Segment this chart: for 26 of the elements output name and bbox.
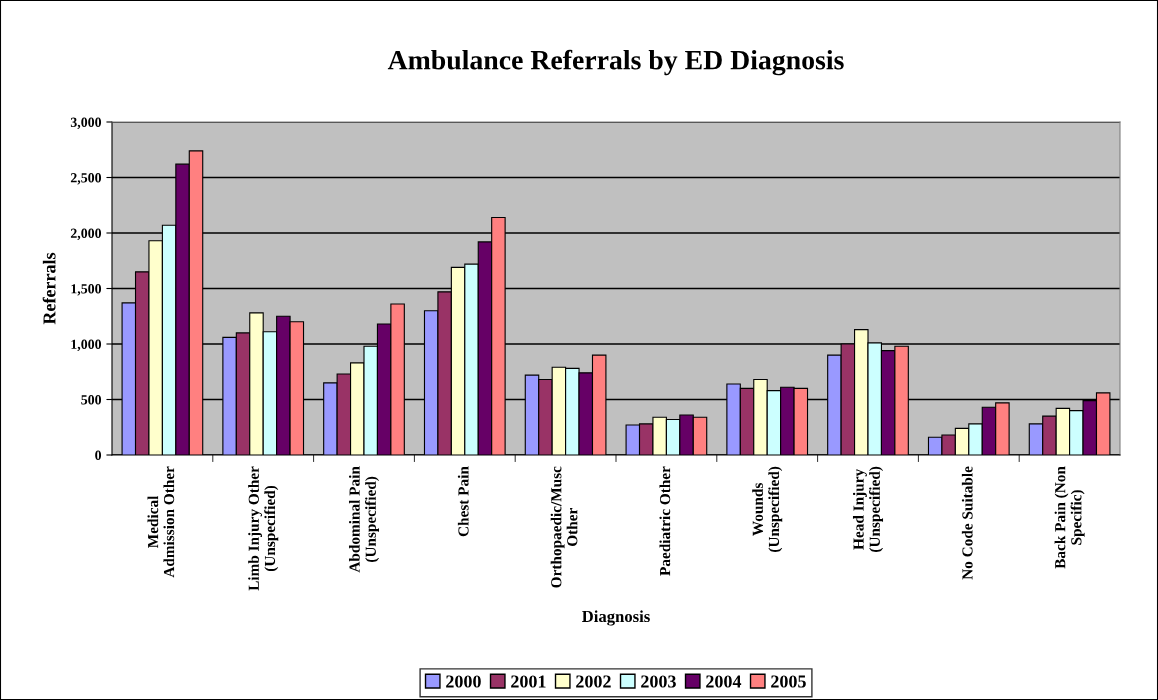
x-tick-label: Wounds (Unspecified) — [752, 466, 783, 552]
x-tick-label: Limb Injury Other (Unspecified) — [248, 466, 279, 591]
y-tick-label: 2,000 — [70, 228, 102, 240]
y-tick-label: 3,000 — [70, 117, 102, 129]
x-tick-label: Abdominal Pain (Unspecified) — [348, 466, 380, 573]
chart-title: Ambulance Referrals by ED Diagnosis — [387, 49, 844, 76]
y-tick-label: 1,500 — [71, 284, 102, 296]
legend-label: 2000 — [446, 675, 481, 688]
y-axis-title: Referrals — [42, 252, 56, 325]
y-tick-label: 1,000 — [71, 339, 102, 351]
x-tick-label: No Code Suitable — [961, 466, 973, 580]
legend-label: 2003 — [641, 675, 676, 688]
y-tick-label: 2,500 — [70, 173, 102, 185]
x-tick-label: Back Pain (Non Specific) — [1054, 466, 1085, 569]
legend-label: 2004 — [706, 675, 742, 688]
x-axis-title: Diagnosis — [582, 610, 650, 626]
legend-label: 2005 — [771, 675, 806, 688]
x-tick-label: Medical Admission Other — [147, 466, 175, 578]
y-tick-label: 500 — [81, 395, 102, 405]
legend-label: 2002 — [576, 675, 611, 688]
x-tick-label: Head Injury (Unspecified) — [852, 466, 884, 552]
x-tick-label: Orthopaedic/Musc Other — [550, 466, 578, 588]
y-tick-label: 0 — [95, 450, 102, 460]
legend-label: 2001 — [511, 675, 546, 688]
x-tick-label: Chest Pain — [457, 466, 469, 537]
x-tick-label: Paediatric Other — [659, 466, 671, 576]
